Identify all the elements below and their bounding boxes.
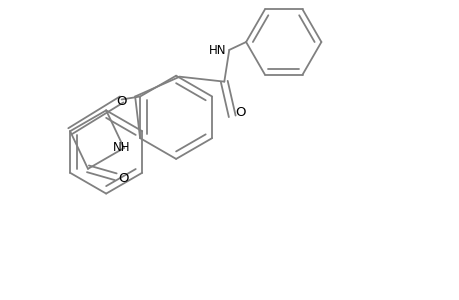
Text: NH: NH xyxy=(113,141,130,154)
Text: O: O xyxy=(235,106,245,119)
Text: O: O xyxy=(118,172,129,185)
Text: HN: HN xyxy=(208,44,226,57)
Text: O: O xyxy=(117,94,127,107)
